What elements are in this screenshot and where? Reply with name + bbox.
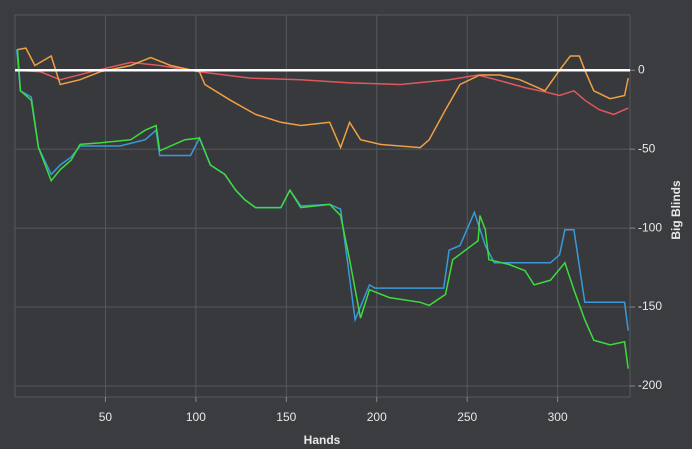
series-line xyxy=(16,61,629,116)
y-tick-label: -50 xyxy=(638,141,656,155)
series-line xyxy=(16,49,629,369)
y-tick-label: 0 xyxy=(638,62,645,76)
x-tick-label: 100 xyxy=(186,410,206,424)
x-axis-label: Hands xyxy=(304,433,341,447)
x-tick-label: 200 xyxy=(367,410,387,424)
y-tick-label: -100 xyxy=(638,220,662,234)
y-tick-label: -200 xyxy=(638,378,662,392)
y-axis-label: Big Blinds xyxy=(669,180,683,240)
series-line xyxy=(16,47,629,150)
y-tick-label: -150 xyxy=(638,299,662,313)
x-tick-label: 150 xyxy=(276,410,296,424)
x-tick-label: 300 xyxy=(548,410,568,424)
x-tick-label: 250 xyxy=(457,410,477,424)
plot-area xyxy=(14,14,631,398)
x-tick-label: 50 xyxy=(99,410,113,424)
